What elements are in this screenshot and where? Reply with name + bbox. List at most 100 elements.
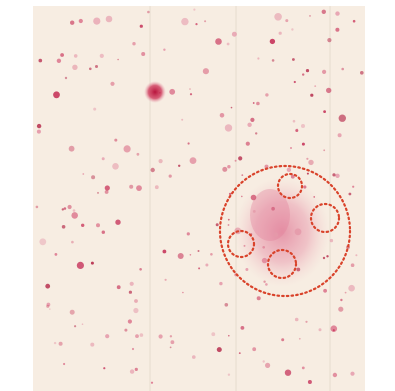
small-circle [266,248,298,280]
star [53,91,60,99]
star [348,284,355,292]
star [134,367,138,371]
star [292,119,296,123]
star [135,334,139,338]
star [181,17,189,26]
star [105,15,113,23]
star [193,8,196,11]
nebula [234,177,330,287]
star [255,132,258,135]
small-circle [276,172,304,200]
star [112,163,119,170]
star [227,165,231,169]
star [306,172,309,175]
star [99,53,104,59]
star [228,192,232,196]
star [309,15,311,17]
star [332,329,335,332]
star [110,81,115,86]
star [238,352,241,354]
star [139,24,143,28]
star [305,69,310,73]
star [103,367,106,370]
star [81,323,84,326]
star [93,17,101,25]
star [302,73,305,76]
star [49,308,51,310]
star [330,325,338,333]
star [104,185,110,191]
star [262,360,265,363]
star [133,307,139,314]
star [72,209,76,212]
star [53,341,57,345]
star [238,156,243,161]
star [115,219,121,225]
star [247,122,252,128]
star [131,347,135,351]
star [341,67,345,71]
star [322,256,326,260]
star [252,102,255,104]
star [284,369,292,376]
annotation-circles [218,164,352,298]
star [150,167,155,173]
star [241,195,243,198]
star [197,250,200,252]
star [335,173,340,178]
star [301,142,305,146]
star [182,291,184,294]
star [178,164,181,167]
star [273,232,279,238]
star [114,138,118,142]
star [224,303,229,307]
star [321,9,326,14]
star [323,110,326,113]
star [36,129,41,134]
star [35,205,39,209]
star [327,38,332,43]
star [91,175,96,180]
star [294,228,302,236]
star [129,369,135,374]
star [189,157,197,165]
star [350,263,355,268]
star [271,206,275,211]
star [164,278,167,281]
star [271,59,275,62]
star [96,223,100,228]
star [269,38,276,45]
star [61,225,66,229]
star [169,346,172,349]
star [56,58,62,63]
star [250,117,255,122]
star [63,207,67,210]
star [36,123,42,129]
large-circle [218,164,352,298]
star [158,159,163,164]
star [105,334,110,339]
star [291,28,294,31]
star [134,299,138,303]
star [329,238,334,243]
star [355,254,358,257]
star [90,342,95,347]
star [298,337,301,340]
star [127,319,132,324]
star [307,380,312,384]
star [250,194,257,201]
star [141,52,146,56]
star [117,58,119,61]
star [281,338,285,342]
star [274,12,282,21]
star [252,347,257,352]
star [245,141,250,146]
small-circle [309,202,341,234]
star [296,267,301,272]
star [285,19,289,23]
star [168,174,172,178]
star [81,223,85,227]
star [162,249,167,254]
star [210,253,213,256]
star [187,142,190,145]
